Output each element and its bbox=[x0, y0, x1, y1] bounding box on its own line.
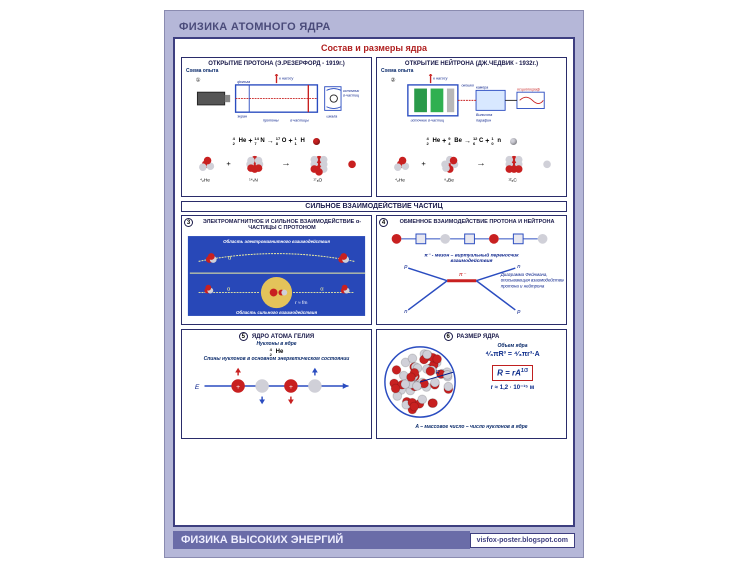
svg-text:источник α-частиц: источник α-частиц bbox=[411, 118, 444, 122]
svg-text:α-частиц: α-частиц bbox=[343, 94, 359, 98]
svg-text:+: + bbox=[236, 384, 240, 391]
neutron-clusters: ⁴₂He + ⁹₄Be → ¹²₆C bbox=[379, 153, 564, 187]
svg-text:p: p bbox=[516, 309, 521, 315]
svg-text:π⁻ - мезон – виртуальный перен: π⁻ - мезон – виртуальный переносчик bbox=[424, 251, 519, 258]
r-value: r ≈ 1,2 · 10⁻¹⁵ м bbox=[463, 384, 562, 391]
svg-text:фольга: фольга bbox=[237, 80, 250, 84]
proton-reaction: 42He + 147N → 178O + 11H bbox=[184, 129, 369, 153]
svg-text:②: ② bbox=[391, 77, 396, 83]
svg-text:⁴₂He: ⁴₂He bbox=[200, 177, 210, 183]
radius-formula-box: R = rA1/3 bbox=[492, 365, 533, 381]
panel6-title: РАЗМЕР ЯДРА bbox=[457, 333, 500, 341]
svg-text:Область электромагнитного взаи: Область электромагнитного взаимодействия bbox=[223, 239, 330, 244]
helium-symbol: 42He bbox=[270, 349, 284, 355]
panel6-num: 6 bbox=[444, 332, 453, 341]
neutron-reaction: 42He + 94Be → 126C + 10n bbox=[379, 129, 564, 153]
strong-interaction-banner: СИЛЬНОЕ ВЗАИМОДЕЙСТВИЕ ЧАСТИЦ bbox=[181, 201, 567, 212]
footer-url: visfox-poster.blogspot.com bbox=[470, 533, 575, 548]
panel-proton: ОТКРЫТИЕ ПРОТОНА (Э.РЕЗЕРФОРД - 1919г.) … bbox=[181, 57, 372, 197]
proton-clusters: ⁴₂He + ¹⁴₇N → ¹⁷₈O bbox=[184, 153, 369, 187]
proton-single-icon bbox=[313, 132, 320, 150]
svg-text:p: p bbox=[403, 264, 408, 270]
svg-text:α-частицы: α-частицы bbox=[290, 118, 309, 122]
svg-text:π⁻: π⁻ bbox=[459, 272, 467, 278]
main-title: Состав и размеры ядра bbox=[181, 43, 567, 53]
svg-text:к насосу: к насосу bbox=[279, 76, 293, 80]
panel3-num: 3 bbox=[184, 218, 193, 227]
helium-spin-diagram: E + + bbox=[184, 362, 369, 410]
svg-text:шкала: шкала bbox=[327, 115, 338, 119]
svg-text:⁹₄Be: ⁹₄Be bbox=[444, 177, 454, 183]
svg-text:осциллограф: осциллограф bbox=[517, 87, 540, 91]
svg-text:¹⁷₈O: ¹⁷₈O bbox=[313, 177, 322, 183]
row-discovery: ОТКРЫТИЕ ПРОТОНА (Э.РЕЗЕРФОРД - 1919г.) … bbox=[181, 57, 567, 197]
exchange-diagram: π⁻ - мезон – виртуальный переносчик взаи… bbox=[379, 227, 564, 315]
svg-text:окошко: окошко bbox=[462, 84, 474, 88]
svg-text:+: + bbox=[226, 159, 231, 168]
footer-title: ФИЗИКА ВЫСОКИХ ЭНЕРГИЙ bbox=[173, 531, 470, 549]
svg-text:⁴₂He: ⁴₂He bbox=[395, 177, 405, 183]
row-interactions: 3 ЭЛЕКТРОМАГНИТНОЕ И СИЛЬНОЕ ВЗАИМОДЕЙСТ… bbox=[181, 215, 567, 325]
neutron-single-icon bbox=[510, 132, 517, 150]
neutron-apparatus-diagram: ② к насосу окошко камера Вильсона осцилл… bbox=[379, 74, 564, 124]
poster-frame: ФИЗИКА АТОМНОГО ЯДРА Состав и размеры яд… bbox=[164, 10, 584, 558]
panel-size: 6 РАЗМЕР ЯДРА R Объем ядра ⁴⁄₃πR³ = ⁴⁄₃π… bbox=[376, 329, 567, 439]
em-strong-diagram: Область электромагнитного взаимодействия… bbox=[184, 232, 369, 320]
panel-neutron-title: ОТКРЫТИЕ НЕЙТРОНА (ДЖ.ЧЕДВИК - 1932г.) bbox=[379, 60, 564, 68]
header-title: ФИЗИКА АТОМНОГО ЯДРА bbox=[173, 19, 575, 35]
svg-text:камера: камера bbox=[476, 86, 488, 90]
svg-text:описывающая взаимодействие: описывающая взаимодействие bbox=[501, 278, 564, 283]
svg-text:→: → bbox=[476, 158, 485, 169]
svg-text:+: + bbox=[289, 384, 293, 391]
svg-text:источник: источник bbox=[343, 89, 360, 93]
panel-neutron: ОТКРЫТИЕ НЕЙТРОНА (ДЖ.ЧЕДВИК - 1932г.) С… bbox=[376, 57, 567, 197]
row-nucleus: 5 ЯДРО АТОМА ГЕЛИЯ Нуклоны в ядре 42He С… bbox=[181, 329, 567, 439]
svg-text:Диаграмма Фейнмана,: Диаграмма Фейнмана, bbox=[500, 272, 548, 277]
svg-text:экран: экран bbox=[237, 115, 247, 119]
panel-helium: 5 ЯДРО АТОМА ГЕЛИЯ Нуклоны в ядре 42He С… bbox=[181, 329, 372, 439]
panel-em-strong: 3 ЭЛЕКТРОМАГНИТНОЕ И СИЛЬНОЕ ВЗАИМОДЕЙСТ… bbox=[181, 215, 372, 325]
svg-text:n: n bbox=[404, 309, 407, 315]
svg-text:n: n bbox=[517, 264, 520, 270]
panel5-num: 5 bbox=[239, 332, 248, 341]
panel4-title: ОБМЕННОЕ ВЗАИМОДЕЙСТВИЕ ПРОТОНА И НЕЙТРО… bbox=[390, 218, 564, 226]
svg-text:протона и нейтрона: протона и нейтрона bbox=[501, 284, 545, 289]
svg-text:к насосу: к насосу bbox=[433, 76, 447, 80]
svg-text:r ≈ fm: r ≈ fm bbox=[295, 300, 307, 306]
inner-content: Состав и размеры ядра ОТКРЫТИЕ ПРОТОНА (… bbox=[173, 37, 575, 527]
svg-text:E: E bbox=[195, 384, 200, 391]
panel-exchange: 4 ОБМЕННОЕ ВЗАИМОДЕЙСТВИЕ ПРОТОНА И НЕЙТ… bbox=[376, 215, 567, 325]
panel3-title: ЭЛЕКТРОМАГНИТНОЕ И СИЛЬНОЕ ВЗАИМОДЕЙСТВИ… bbox=[195, 218, 369, 232]
svg-text:①: ① bbox=[196, 77, 201, 83]
volume-formula: ⁴⁄₃πR³ = ⁴⁄₃πr³·A bbox=[463, 349, 562, 360]
svg-text:Вильсона: Вильсона bbox=[476, 113, 492, 117]
panel5-title: ЯДРО АТОМА ГЕЛИЯ bbox=[252, 333, 314, 341]
proton-apparatus-diagram: ① к насосу фольга экран bbox=[184, 74, 369, 124]
svg-text:Область сильного взаимодействи: Область сильного взаимодействия bbox=[236, 310, 317, 315]
footer: ФИЗИКА ВЫСОКИХ ЭНЕРГИЙ visfox-poster.blo… bbox=[173, 531, 575, 549]
svg-text:+: + bbox=[421, 159, 426, 168]
svg-text:¹⁴₇N: ¹⁴₇N bbox=[249, 177, 258, 183]
panel-proton-title: ОТКРЫТИЕ ПРОТОНА (Э.РЕЗЕРФОРД - 1919г.) bbox=[184, 60, 369, 68]
svg-text:протоны: протоны bbox=[263, 118, 279, 122]
svg-text:взаимодействия: взаимодействия bbox=[450, 257, 492, 264]
svg-text:парафин: парафин bbox=[476, 118, 491, 122]
svg-text:¹²₆C: ¹²₆C bbox=[508, 177, 517, 183]
mass-number-note: A – массовое число – число нуклонов в яд… bbox=[379, 423, 564, 430]
svg-text:→: → bbox=[281, 158, 290, 169]
panel4-num: 4 bbox=[379, 218, 388, 227]
nucleus-size-diagram: R bbox=[381, 343, 459, 421]
